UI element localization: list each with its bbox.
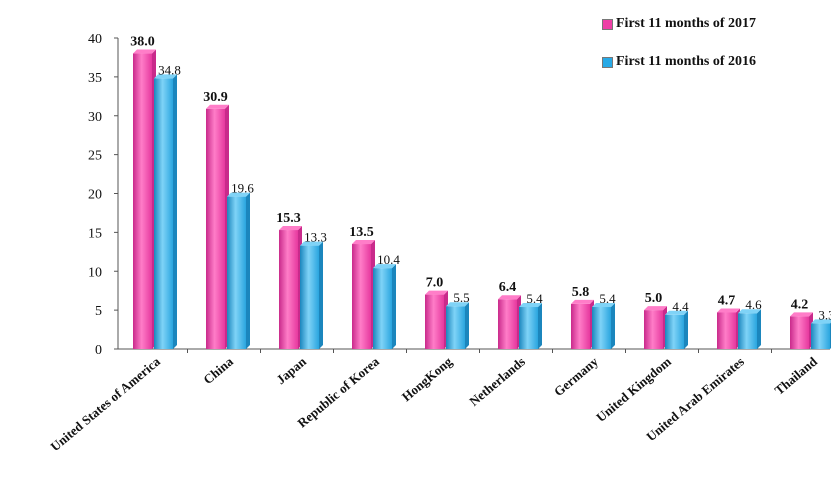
x-category-label: Thailand bbox=[772, 353, 821, 398]
data-label-2016: 5.5 bbox=[453, 290, 469, 305]
x-category-label: United Kingdom bbox=[593, 354, 674, 425]
bar-2016 bbox=[738, 309, 761, 349]
data-label-2016: 34.8 bbox=[158, 62, 181, 77]
bar-2016 bbox=[592, 303, 615, 349]
x-category-label: HongKong bbox=[399, 353, 456, 404]
x-category-label: Netherlands bbox=[466, 354, 528, 409]
bar-2017 bbox=[571, 299, 594, 349]
data-label-2017: 7.0 bbox=[426, 276, 444, 291]
bar-2016 bbox=[665, 310, 688, 349]
bar-2016 bbox=[811, 319, 831, 349]
bar-2016 bbox=[519, 303, 542, 349]
y-tick-label: 35 bbox=[88, 71, 102, 86]
bar-2017 bbox=[206, 104, 229, 349]
bar-2017 bbox=[717, 308, 740, 349]
data-labels: 38.034.8 30.9 19.6 15.313.3 13.510.4 7.0 5.5 6.… bbox=[130, 35, 831, 323]
data-label-2017: 38.0 bbox=[130, 35, 155, 50]
legend-item-2016: First 11 months of 2016 bbox=[602, 54, 756, 70]
legend-swatch-2017 bbox=[602, 18, 613, 30]
y-tick-label: 20 bbox=[88, 188, 102, 203]
bar-2017 bbox=[790, 312, 813, 349]
bar-2016 bbox=[300, 241, 323, 349]
data-label-2016: 4.4 bbox=[672, 299, 689, 314]
legend-item-2017: First 11 months of 2017 bbox=[602, 16, 756, 32]
legend-label-2016: First 11 months of 2016 bbox=[616, 54, 756, 69]
x-category-label: United States of America bbox=[47, 353, 163, 454]
data-label-2017: 4.7 bbox=[718, 293, 736, 308]
bar-2016 bbox=[446, 302, 469, 349]
y-tick-label: 15 bbox=[88, 226, 102, 241]
x-category-label: Germany bbox=[551, 353, 601, 399]
bars bbox=[133, 49, 831, 350]
legend-label-2017: First 11 months of 2017 bbox=[616, 16, 756, 31]
y-tick-label: 40 bbox=[88, 32, 102, 47]
bar-2016 bbox=[154, 74, 177, 350]
data-label-2017: 4.2 bbox=[791, 297, 809, 312]
data-label-2016: 5.4 bbox=[599, 291, 616, 306]
data-label-2017: 5.8 bbox=[572, 285, 590, 300]
data-label-2017: 15.3 bbox=[276, 211, 301, 226]
x-category-label: China bbox=[200, 353, 236, 387]
data-label-2016: 3.3 bbox=[818, 307, 831, 322]
data-label-2017: 30.9 bbox=[203, 90, 228, 105]
data-label-2016: 4.6 bbox=[745, 297, 762, 312]
data-label-2016: 5.4 bbox=[526, 291, 543, 306]
y-tick-label: 5 bbox=[95, 304, 102, 319]
bar-2017 bbox=[644, 306, 667, 349]
y-tick-label: 10 bbox=[88, 265, 102, 280]
bar-2016 bbox=[227, 192, 250, 349]
data-label-2017: 6.4 bbox=[499, 280, 517, 295]
data-label-2016: 13.3 bbox=[304, 230, 327, 245]
bar-2017 bbox=[498, 295, 521, 349]
data-label-2017: 13.5 bbox=[349, 225, 374, 240]
bar-2017 bbox=[133, 49, 156, 350]
data-label-2017: 5.0 bbox=[645, 291, 663, 306]
y-tick-label: 25 bbox=[88, 149, 102, 164]
bar-2017 bbox=[352, 240, 375, 349]
bar-2017 bbox=[279, 226, 302, 349]
bar-2017 bbox=[425, 290, 448, 349]
x-category-label: Japan bbox=[273, 353, 309, 387]
y-tick-label: 0 bbox=[95, 343, 102, 358]
bar-2016 bbox=[373, 264, 396, 349]
data-label-2016: 19.6 bbox=[231, 181, 254, 196]
y-tick-label: 30 bbox=[88, 110, 102, 125]
legend-swatch-2016 bbox=[602, 56, 613, 68]
data-label-2016: 10.4 bbox=[377, 252, 400, 267]
